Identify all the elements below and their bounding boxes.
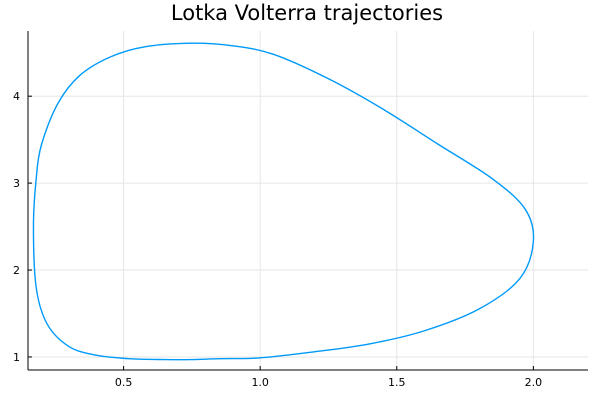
series-layer [32,42,535,361]
x-tick-label: 1.0 [251,376,269,389]
x-tick-label: 0.5 [115,376,133,389]
axis-layer [27,31,588,371]
y-tick-label: 3 [13,177,20,190]
tick-layer: 0.5 1.0 1.5 2.0 1 2 3 4 [13,90,542,389]
grid-layer [28,31,588,370]
x-tick-label: 2.0 [525,376,543,389]
y-tick-label: 4 [13,90,20,103]
y-tick-label: 1 [13,351,20,364]
y-tick-label: 2 [13,264,20,277]
series-line-trajectory [32,42,535,361]
x-tick-label: 1.5 [388,376,406,389]
chart-title: Lotka Volterra trajectories [171,1,443,25]
